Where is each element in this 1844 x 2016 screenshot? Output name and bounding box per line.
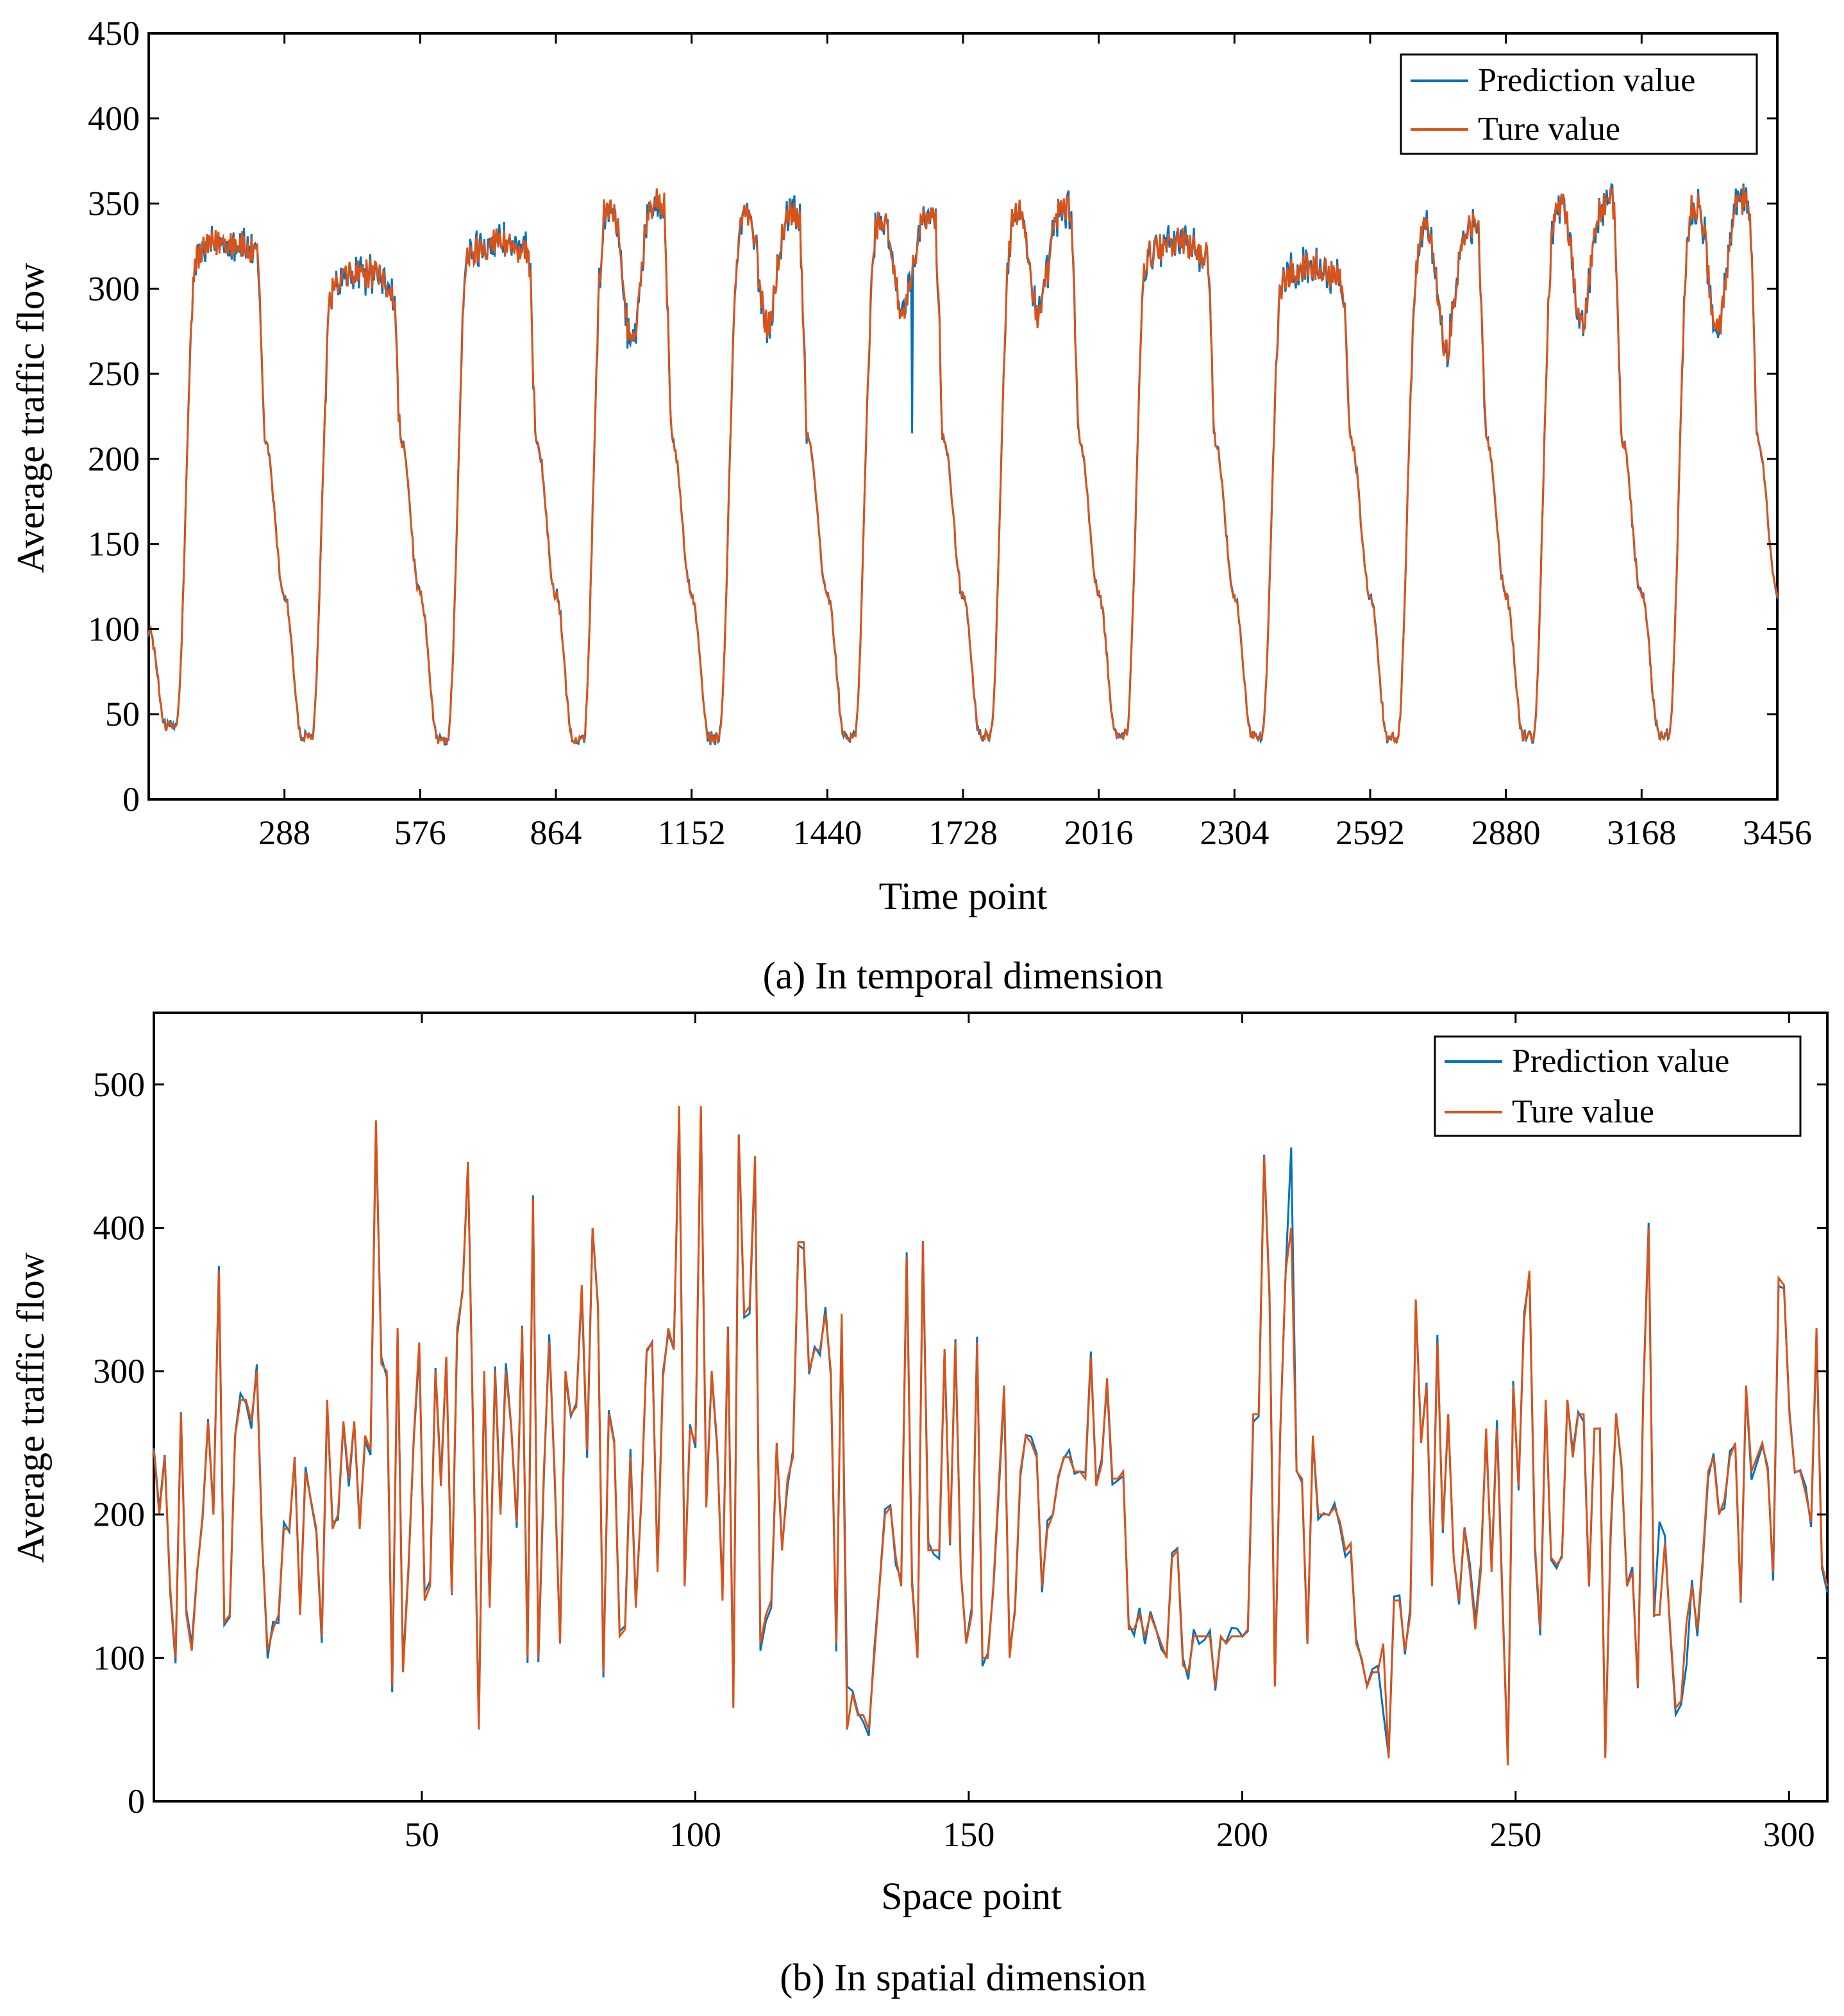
panel-b-y-axis-label: Average traffic flow: [10, 1252, 52, 1563]
panel-b-legend-true-label: Ture value: [1512, 1094, 1654, 1130]
x-tick-label: 3168: [1607, 813, 1676, 852]
x-tick-label: 300: [1763, 1815, 1815, 1854]
series-line-true: [147, 185, 1779, 746]
x-tick-label: 200: [1216, 1815, 1268, 1854]
y-tick-label: 250: [88, 354, 140, 393]
panel-b-legend: Prediction value Ture value: [1434, 1035, 1802, 1137]
panel-b-legend-prediction-label: Prediction value: [1512, 1043, 1729, 1079]
panel-b-legend-box: [1434, 1035, 1802, 1137]
y-tick-label: 450: [88, 14, 140, 53]
panel-b-series: [153, 1106, 1829, 1766]
panel-b-ticks: 0 100 200 300 400 500 50 100 150 200 250 300: [93, 1013, 1827, 1854]
x-tick-label: 3456: [1743, 813, 1812, 852]
panel-a-caption: (a) In temporal dimension: [763, 954, 1164, 997]
panel-a-legend: Prediction value Ture value: [1400, 53, 1758, 155]
x-tick-label: 150: [943, 1815, 994, 1854]
x-tick-label: 100: [669, 1815, 721, 1854]
y-tick-label: 500: [93, 1065, 145, 1104]
x-tick-label: 864: [530, 813, 582, 852]
y-tick-label: 300: [93, 1352, 145, 1390]
x-tick-label: 2592: [1336, 813, 1405, 852]
y-tick-label: 50: [105, 695, 140, 733]
y-tick-label: 350: [88, 185, 140, 223]
x-tick-label: 250: [1489, 1815, 1541, 1854]
panel-a-series: [147, 183, 1779, 746]
y-tick-label: 0: [128, 1782, 145, 1820]
y-tick-label: 200: [88, 440, 140, 478]
panel-a-y-axis-label: Average traffic flow: [10, 262, 52, 573]
x-tick-label: 576: [394, 813, 446, 852]
series-line-prediction: [147, 183, 1779, 746]
y-tick-label: 400: [93, 1208, 145, 1247]
x-tick-label: 2880: [1471, 813, 1541, 852]
y-tick-label: 400: [88, 99, 140, 138]
x-tick-label: 2304: [1200, 813, 1269, 852]
y-tick-label: 150: [88, 525, 140, 563]
panel-a-x-axis-label: Time point: [879, 875, 1048, 917]
x-tick-label: 1728: [928, 813, 998, 852]
panel-a-legend-true-label: Ture value: [1478, 111, 1620, 147]
x-tick-label: 1440: [792, 813, 862, 852]
x-tick-label: 50: [405, 1815, 439, 1854]
series-line-true: [153, 1106, 1829, 1766]
panel-b-plot-frame: [153, 1012, 1829, 1803]
panel-a-ticks: 0 50 100 150 200 250 300 350 400 450 288 576 864 1152…: [88, 14, 1812, 852]
y-tick-label: 300: [88, 269, 140, 308]
y-tick-label: 100: [93, 1638, 145, 1677]
panel-b-spatial: 0 100 200 300 400 500 50 100 150 200 250 300 Space …: [10, 1012, 1829, 1999]
y-tick-label: 100: [88, 610, 140, 648]
panel-b-x-axis-label: Space point: [881, 1875, 1062, 1917]
panel-a-temporal: 0 50 100 150 200 250 300 350 400 450 288 576 864 1152…: [10, 14, 1812, 997]
panel-b-caption: (b) In spatial dimension: [780, 1956, 1146, 1999]
y-tick-label: 0: [122, 780, 140, 819]
x-tick-label: 2016: [1064, 813, 1134, 852]
panel-a-legend-prediction-label: Prediction value: [1478, 62, 1695, 99]
x-tick-label: 1152: [658, 813, 726, 852]
y-tick-label: 200: [93, 1495, 145, 1534]
panel-a-legend-box: [1400, 53, 1758, 155]
x-tick-label: 288: [258, 813, 310, 852]
